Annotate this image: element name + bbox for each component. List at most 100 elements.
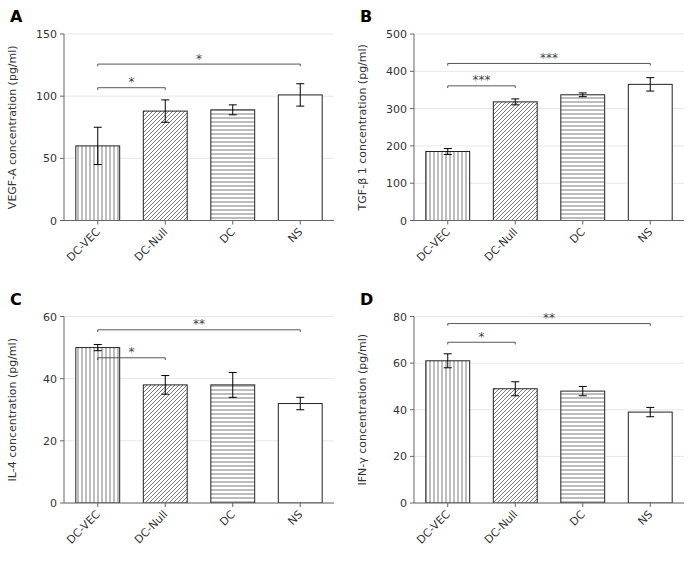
- y-axis: [414, 317, 415, 504]
- bar: [426, 361, 470, 503]
- significance-label: *: [129, 345, 135, 359]
- y-tick-label: 60: [43, 311, 57, 324]
- x-tick-label: DC-Null: [482, 508, 520, 546]
- y-tick: [60, 316, 64, 317]
- bar: [211, 110, 255, 221]
- x-axis: [414, 503, 684, 504]
- bar: [278, 95, 322, 221]
- x-tick-label: DC-Null: [132, 225, 170, 263]
- y-tick-label: 150: [36, 28, 57, 41]
- y-tick: [410, 363, 414, 364]
- x-tick: [232, 503, 233, 507]
- grid-line: [414, 71, 684, 72]
- y-tick-label: 500: [386, 28, 407, 41]
- x-tick: [300, 221, 301, 225]
- grid-line: [64, 503, 334, 504]
- x-tick-label: DC-VEC: [64, 508, 103, 547]
- x-tick: [515, 221, 516, 225]
- bar: [143, 385, 187, 503]
- y-tick-label: 60: [393, 357, 407, 370]
- x-tick: [97, 503, 98, 507]
- y-axis-label: VEGF-A concentration (pg/ml): [6, 45, 19, 209]
- plot-area: [76, 330, 322, 503]
- y-tick: [410, 409, 414, 410]
- x-tick-label: DC-Null: [482, 225, 520, 263]
- y-tick-label: 400: [386, 65, 407, 78]
- y-tick: [410, 220, 414, 221]
- y-tick: [410, 503, 414, 504]
- x-tick: [515, 503, 516, 507]
- x-tick-label: DC: [567, 508, 588, 529]
- y-axis: [64, 317, 65, 504]
- error-bar: [94, 127, 102, 164]
- y-tick: [410, 71, 414, 72]
- x-tick-label: DC-VEC: [414, 225, 453, 264]
- x-tick: [165, 503, 166, 507]
- y-tick: [60, 440, 64, 441]
- panel: CIL-4 concentration (pg/ml)0204060***DC-…: [6, 290, 334, 547]
- y-tick-label: 80: [393, 311, 407, 324]
- x-tick: [582, 221, 583, 225]
- panel: BTGF-β 1 concentration (pg/ml)0100200300…: [356, 7, 684, 264]
- bar: [426, 151, 470, 220]
- x-tick: [582, 503, 583, 507]
- error-bar: [296, 397, 304, 409]
- x-tick-label: NS: [635, 508, 655, 528]
- error-bar: [161, 376, 169, 395]
- error-bar: [161, 100, 169, 122]
- bar: [143, 111, 187, 220]
- x-tick-label: NS: [285, 508, 305, 528]
- grid-line: [64, 34, 334, 35]
- plot-area: [76, 64, 322, 220]
- y-tick: [60, 220, 64, 221]
- plot-area: [426, 324, 672, 503]
- y-tick-label: 300: [386, 103, 407, 116]
- y-axis-label: IFN-γ concentration (pg/ml): [356, 334, 369, 485]
- x-tick-label: NS: [635, 225, 655, 245]
- error-bar: [579, 386, 587, 395]
- error-bar: [94, 344, 102, 350]
- error-bar: [646, 78, 654, 91]
- bar: [561, 95, 605, 221]
- y-tick-label: 20: [43, 435, 57, 448]
- error-bar: [444, 354, 452, 368]
- y-axis-label: IL-4 concentration (pg/ml): [6, 338, 19, 481]
- x-tick-label: DC: [217, 225, 238, 246]
- panel-label: C: [10, 290, 22, 309]
- x-axis: [64, 220, 334, 221]
- error-bar: [229, 372, 237, 397]
- panel-label: D: [360, 290, 373, 309]
- x-tick-label: DC: [567, 225, 588, 246]
- y-tick: [410, 34, 414, 35]
- y-tick-label: 0: [400, 497, 407, 510]
- y-tick-label: 200: [386, 140, 407, 153]
- figure: AVEGF-A concentration (pg/ml)050100150**…: [0, 0, 700, 565]
- y-tick: [410, 456, 414, 457]
- y-axis: [414, 34, 415, 221]
- plot-area: [426, 63, 672, 220]
- x-tick-label: DC: [217, 508, 238, 529]
- panel-label: A: [10, 7, 23, 26]
- y-tick-label: 40: [393, 404, 407, 417]
- error-bar: [511, 99, 519, 105]
- y-tick: [60, 378, 64, 379]
- y-tick-label: 40: [43, 373, 57, 386]
- error-bar: [579, 93, 587, 97]
- x-axis: [64, 503, 334, 504]
- x-tick-label: DC-VEC: [64, 225, 103, 264]
- bar: [561, 391, 605, 503]
- y-axis: [64, 34, 65, 221]
- bar: [493, 389, 537, 503]
- x-tick: [447, 221, 448, 225]
- y-tick-label: 100: [36, 90, 57, 103]
- grid-line: [414, 503, 684, 504]
- error-bar: [511, 382, 519, 396]
- y-tick-label: 100: [386, 177, 407, 190]
- y-tick: [410, 316, 414, 317]
- x-tick-label: DC-VEC: [414, 508, 453, 547]
- x-tick: [447, 503, 448, 507]
- x-tick-label: DC-Null: [132, 508, 170, 546]
- y-tick: [410, 108, 414, 109]
- x-axis: [414, 220, 684, 221]
- x-tick: [650, 221, 651, 225]
